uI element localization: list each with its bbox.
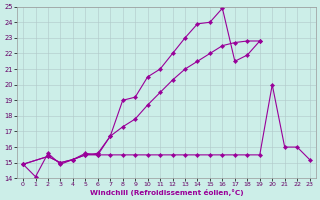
X-axis label: Windchill (Refroidissement éolien,°C): Windchill (Refroidissement éolien,°C) [90,189,243,196]
